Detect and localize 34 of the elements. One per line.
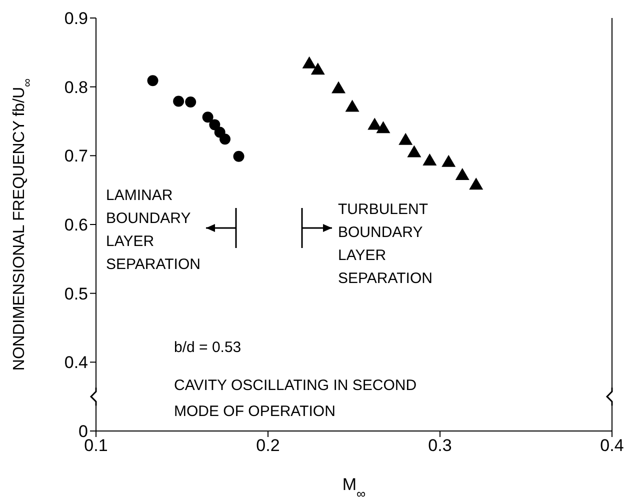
x-tick-label: 0.2 — [256, 436, 280, 456]
annotation: LAMINAR BOUNDARY LAYER SEPARATION — [106, 187, 200, 273]
point — [202, 112, 214, 123]
point — [173, 96, 184, 107]
x-tick-label: 0.4 — [600, 436, 624, 456]
x-tick-label: 0.1 — [84, 436, 108, 456]
annotation: b/d = 0.53 — [174, 339, 242, 356]
y-tick-label: 0.4 — [64, 353, 88, 372]
x-tick-label: 0.3 — [428, 436, 452, 456]
point — [368, 118, 382, 130]
point — [332, 81, 346, 94]
point — [147, 75, 158, 86]
point — [376, 121, 390, 134]
point — [422, 153, 437, 166]
point — [469, 178, 484, 190]
point — [209, 119, 220, 130]
point — [442, 154, 456, 167]
y-tick-label: 0.8 — [64, 78, 88, 97]
point — [185, 96, 196, 108]
point — [345, 100, 360, 112]
y-tick-label: 0.9 — [64, 9, 88, 28]
point — [310, 62, 325, 75]
y-tick-label: 0.6 — [64, 216, 88, 235]
x-axis-title: M$_{∞}$ — [342, 475, 366, 498]
annotation: CAVITY OSCILLATING IN SECOND MODE OF OPERATION — [174, 377, 417, 420]
point — [302, 56, 316, 68]
y-tick-label: 0.7 — [64, 146, 88, 166]
point — [233, 150, 244, 162]
point — [220, 134, 230, 145]
point — [407, 145, 422, 158]
point — [398, 132, 413, 145]
annotation: TURBULENT BOUNDARY LAYER SEPARATION — [338, 201, 432, 287]
point — [455, 168, 470, 180]
y-tick-label: 0.5 — [64, 284, 88, 304]
